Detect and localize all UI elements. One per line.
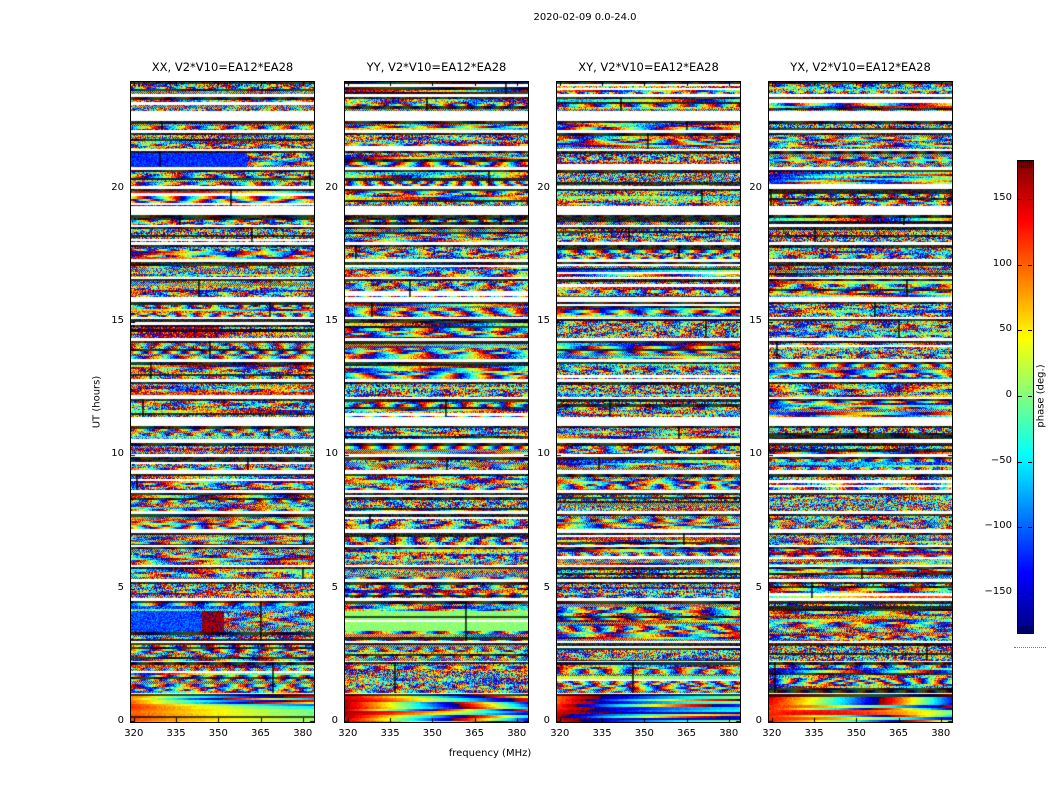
- panel-yx-heatmap: [769, 82, 952, 722]
- y-tick-label: 20: [537, 181, 550, 193]
- colorbar-tick-mark: [1028, 330, 1032, 332]
- x-tick-label: 380: [507, 728, 527, 739]
- x-tick-label: 365: [888, 728, 909, 739]
- panel-title-xy: XY, V2*V10=EA12*EA28: [578, 60, 719, 74]
- colorbar-tick-mark: [1018, 527, 1022, 529]
- panel-xx: [130, 81, 315, 723]
- panel-xy-heatmap: [557, 82, 740, 722]
- colorbar-tick-mark: [1028, 527, 1032, 529]
- colorbar-tick-mark: [1018, 264, 1022, 266]
- colorbar-tick-mark: [1028, 199, 1032, 201]
- y-tick-label: 10: [749, 448, 762, 460]
- figure-title: 2020-02-09 0.0-24.0: [533, 12, 637, 23]
- x-tick-label: 380: [293, 728, 313, 739]
- y-tick-label: 20: [325, 181, 338, 193]
- colorbar-tick-mark: [1028, 396, 1032, 397]
- y-tick-label: 0: [331, 715, 338, 726]
- colorbar-tick-label: −150: [984, 585, 1012, 597]
- colorbar-tick-label: −50: [990, 454, 1012, 466]
- panel-xx-heatmap: [131, 82, 314, 722]
- y-tick-label: 10: [325, 448, 338, 460]
- colorbar-tick-label: 150: [992, 192, 1012, 204]
- y-tick-label: 5: [755, 581, 762, 593]
- y-tick-label: 15: [537, 315, 550, 326]
- x-tick-label: 320: [124, 728, 144, 739]
- colorbar-tick-label: 100: [992, 257, 1012, 269]
- y-tick-label: 0: [755, 715, 762, 726]
- y-tick-label: 20: [111, 181, 124, 193]
- y-tick-label: 5: [117, 581, 124, 593]
- panel-yy: [344, 81, 529, 723]
- colorbar-tick-mark: [1028, 264, 1032, 266]
- x-tick-label: 350: [846, 728, 866, 739]
- y-tick-label: 10: [111, 448, 124, 460]
- panel-title-yx: YX, V2*V10=EA12*EA28: [790, 60, 931, 74]
- x-tick-label: 335: [804, 728, 824, 739]
- y-tick-label: 5: [331, 581, 338, 593]
- colorbar-tick-mark: [1018, 461, 1022, 463]
- x-tick-label: 335: [380, 728, 400, 739]
- y-tick-label: 0: [117, 715, 124, 726]
- colorbar: [1017, 160, 1034, 634]
- x-tick-label: 335: [592, 728, 612, 739]
- x-tick-label: 380: [719, 728, 739, 739]
- panel-yy-heatmap: [345, 82, 528, 722]
- y-tick-label: 15: [111, 315, 124, 326]
- colorbar-tick-mark: [1018, 396, 1022, 397]
- x-tick-label: 320: [762, 728, 782, 739]
- x-tick-label: 365: [464, 728, 485, 739]
- panel-xy: [556, 81, 741, 723]
- y-axis-label: UT (hours): [91, 375, 103, 429]
- colorbar-tick-mark: [1018, 592, 1022, 594]
- x-tick-label: 350: [634, 728, 654, 739]
- colorbar-gradient: [1018, 161, 1033, 633]
- x-tick-label: 365: [676, 728, 697, 739]
- y-tick-label: 20: [749, 181, 762, 193]
- colorbar-tick-mark: [1018, 199, 1022, 201]
- colorbar-tick-label: −100: [984, 520, 1012, 532]
- x-tick-label: 350: [422, 728, 442, 739]
- colorbar-tick-label: 50: [999, 323, 1012, 335]
- y-tick-label: 0: [543, 715, 550, 726]
- colorbar-tick-label: 0: [1005, 389, 1012, 400]
- colorbar-tick-mark: [1028, 461, 1032, 463]
- x-tick-label: 365: [250, 728, 271, 739]
- panel-title-xx: XX, V2*V10=EA12*EA28: [151, 60, 294, 74]
- y-tick-label: 5: [543, 581, 550, 593]
- x-axis-label: frequency (MHz): [448, 748, 532, 759]
- x-tick-label: 320: [338, 728, 358, 739]
- y-tick-label: 15: [325, 315, 338, 326]
- colorbar-tick-mark: [1018, 330, 1022, 332]
- x-tick-label: 335: [166, 728, 186, 739]
- x-tick-label: 350: [208, 728, 228, 739]
- colorbar-tick-mark: [1028, 592, 1032, 594]
- panel-title-yy: YY, V2*V10=EA12*EA28: [366, 60, 507, 74]
- x-tick-label: 320: [550, 728, 570, 739]
- x-tick-label: 380: [931, 728, 951, 739]
- y-tick-label: 15: [749, 315, 762, 326]
- panel-yx: [768, 81, 953, 723]
- colorbar-dotted-line: [1014, 647, 1046, 648]
- y-tick-label: 10: [537, 448, 550, 460]
- colorbar-label: phase (deg.): [1035, 364, 1047, 428]
